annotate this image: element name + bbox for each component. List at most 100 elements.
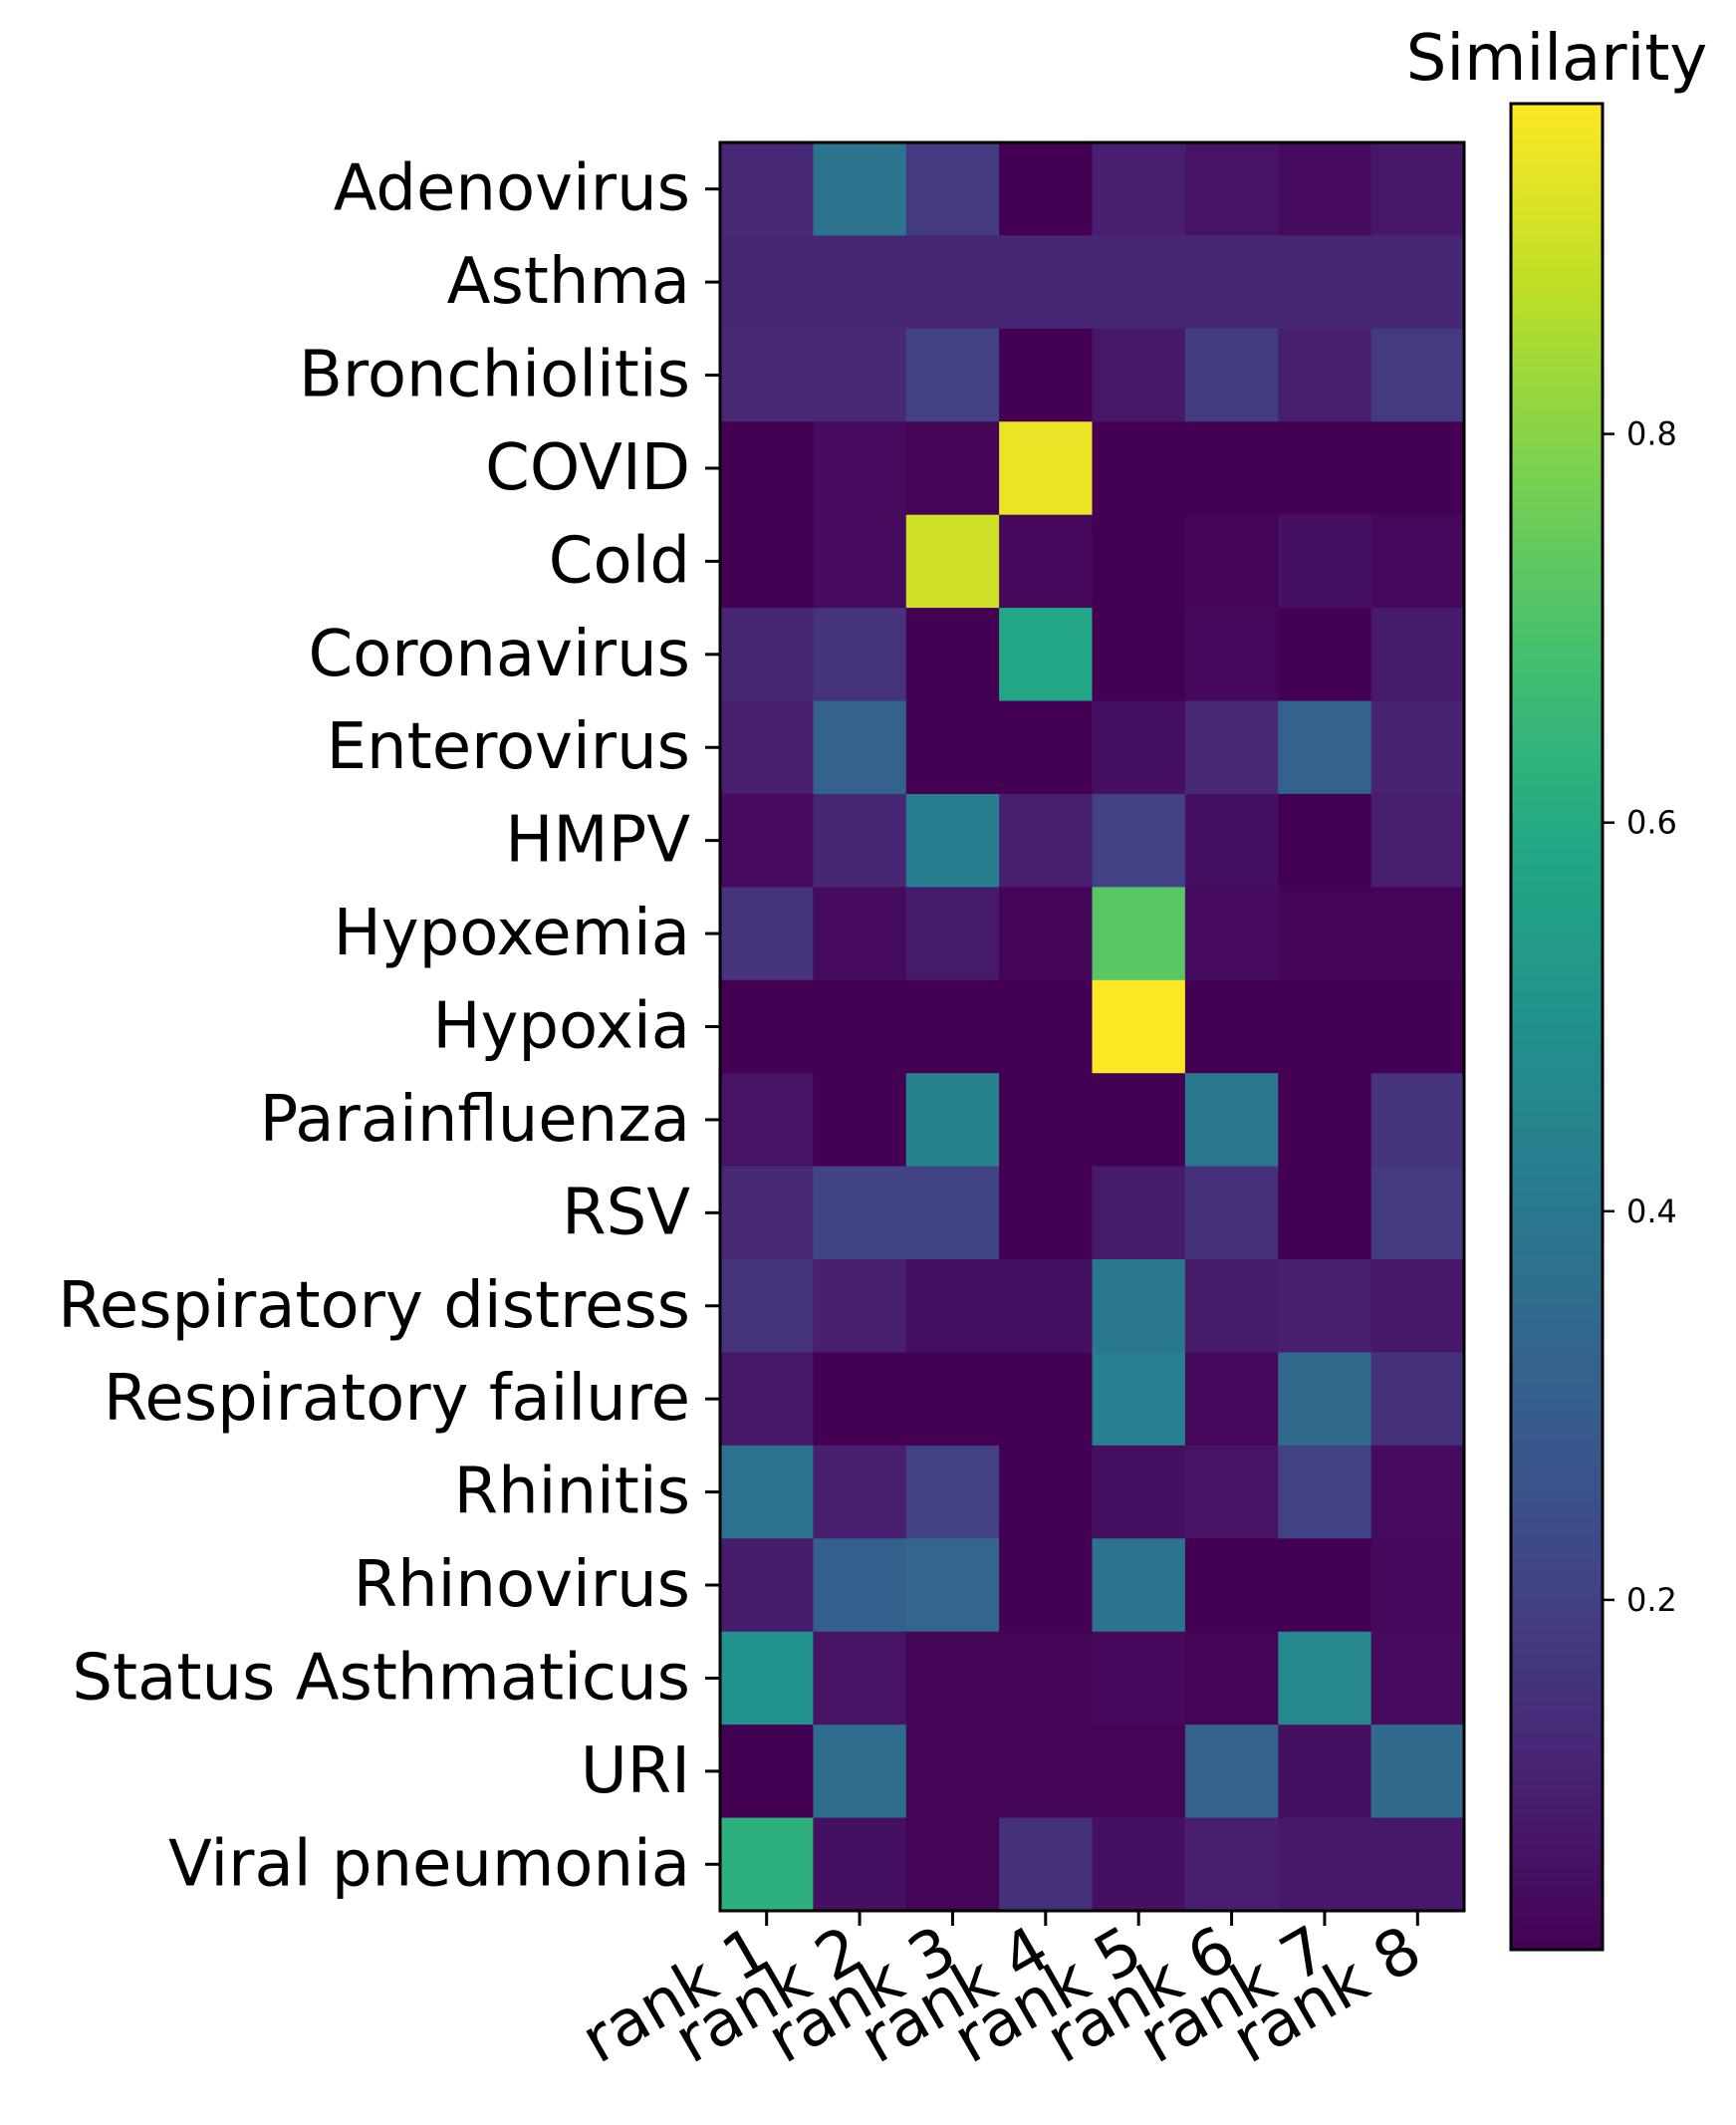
colorbar-title: Similarity <box>1406 22 1708 96</box>
heatmap-cell <box>1184 1538 1279 1633</box>
heatmap-cell <box>1184 1817 1279 1912</box>
y-tick-label: RSV <box>562 1176 690 1249</box>
colorbar-tick-label: 0.6 <box>1626 804 1677 842</box>
heatmap-cell <box>720 793 814 888</box>
heatmap-cell <box>1370 235 1465 330</box>
heatmap-cell <box>1370 328 1465 422</box>
heatmap-cell <box>1278 887 1372 981</box>
heatmap-cell <box>905 421 1000 516</box>
heatmap-cell <box>813 328 907 422</box>
heatmap-cell <box>1278 421 1372 516</box>
heatmap-cell <box>1278 328 1372 422</box>
heatmap-cell <box>720 1631 814 1726</box>
y-tick-label: Bronchiolitis <box>299 339 690 412</box>
heatmap-cell <box>1278 142 1372 237</box>
heatmap-cell <box>999 142 1094 237</box>
y-tick-label: URI <box>581 1734 690 1808</box>
y-tick-label: HMPV <box>505 804 690 878</box>
heatmap-cell <box>1184 235 1279 330</box>
heatmap-cell <box>1278 1725 1372 1819</box>
heatmap-cell <box>999 421 1094 516</box>
heatmap-cell <box>813 1725 907 1819</box>
heatmap-cell <box>1278 1352 1372 1447</box>
heatmap-cell <box>1184 1352 1279 1447</box>
heatmap-cell <box>813 1445 907 1539</box>
heatmap-cell <box>1184 608 1279 702</box>
heatmap-cell <box>1370 1631 1465 1726</box>
heatmap-cell <box>1370 1725 1465 1819</box>
heatmap-cell <box>720 979 814 1074</box>
heatmap-cell <box>905 1631 1000 1726</box>
y-tick-label: COVID <box>485 431 690 505</box>
heatmap-cell <box>905 1538 1000 1633</box>
heatmap-cell <box>1184 1259 1279 1354</box>
heatmap-cell <box>999 1166 1094 1260</box>
heatmap-cells <box>720 142 1465 1912</box>
colorbar-ticks: 0.2 0.4 0.6 0.8 <box>1603 415 1677 1619</box>
heatmap-cell <box>1184 1166 1279 1260</box>
y-tick-label: Status Asthmaticus <box>72 1641 690 1715</box>
heatmap-cell <box>813 1352 907 1447</box>
heatmap-cell <box>1184 142 1279 237</box>
heatmap-cell <box>1370 793 1465 888</box>
heatmap-cell <box>720 142 814 237</box>
heatmap-cell <box>1278 1817 1372 1912</box>
y-tick-label: Hypoxia <box>432 990 690 1064</box>
y-tick-label: Adenovirus <box>334 152 690 226</box>
y-tick-label: Rhinitis <box>454 1456 690 1529</box>
heatmap-cell <box>1092 608 1186 702</box>
heatmap-cell <box>999 793 1094 888</box>
heatmap-cell <box>1370 1445 1465 1539</box>
heatmap-cell <box>1092 1166 1186 1260</box>
heatmap-cell <box>720 1073 814 1168</box>
heatmap-cell <box>720 514 814 609</box>
heatmap-cell <box>999 1631 1094 1726</box>
heatmap-cell <box>1370 887 1465 981</box>
y-tick-label: Cold <box>549 524 690 598</box>
heatmap-cell <box>1092 700 1186 795</box>
heatmap-cell <box>1278 1631 1372 1726</box>
heatmap-cell <box>1278 235 1372 330</box>
heatmap-cell <box>1092 1538 1186 1633</box>
heatmap-cell <box>720 1352 814 1447</box>
heatmap-cell <box>1370 142 1465 237</box>
heatmap-cell <box>813 514 907 609</box>
heatmap-cell <box>1184 328 1279 422</box>
heatmap-cell <box>999 1073 1094 1168</box>
heatmap-cell <box>905 1259 1000 1354</box>
heatmap-cell <box>1092 514 1186 609</box>
y-tick-label: Respiratory failure <box>104 1362 690 1436</box>
heatmap-cell <box>1184 1725 1279 1819</box>
heatmap-cell <box>1278 700 1372 795</box>
heatmap-cell <box>1184 514 1279 609</box>
heatmap-cell <box>720 887 814 981</box>
heatmap-cell <box>813 235 907 330</box>
colorbar: Similarity 0.2 0.4 0.6 0.8 <box>1406 22 1708 1952</box>
heatmap-cell <box>720 1538 814 1633</box>
heatmap-cell <box>720 421 814 516</box>
heatmap-cell <box>1370 608 1465 702</box>
heatmap-cell <box>999 887 1094 981</box>
y-tick-label: Rhinovirus <box>354 1548 690 1622</box>
heatmap-cell <box>1370 1352 1465 1447</box>
heatmap-cell <box>905 1445 1000 1539</box>
y-axis: Adenovirus Asthma Bronchiolitis COVID Cold Co… <box>58 152 720 1901</box>
y-tick-label: Hypoxemia <box>334 897 690 970</box>
colorbar-tick-label: 0.2 <box>1626 1581 1677 1619</box>
heatmap-cell <box>813 608 907 702</box>
y-tick-label: Viral pneumonia <box>168 1827 690 1901</box>
heatmap-cell <box>813 1259 907 1354</box>
heatmap-cell <box>905 1817 1000 1912</box>
heatmap-cell <box>1370 1538 1465 1633</box>
heatmap-cell <box>1370 514 1465 609</box>
heatmap-cell <box>1184 887 1279 981</box>
heatmap-cell <box>1184 1445 1279 1539</box>
heatmap-cell <box>1092 421 1186 516</box>
heatmap-cell <box>999 235 1094 330</box>
heatmap-cell <box>1184 1073 1279 1168</box>
heatmap-cell <box>999 1725 1094 1819</box>
heatmap-cell <box>1092 235 1186 330</box>
heatmap-cell <box>1278 514 1372 609</box>
heatmap-cell <box>1370 1166 1465 1260</box>
